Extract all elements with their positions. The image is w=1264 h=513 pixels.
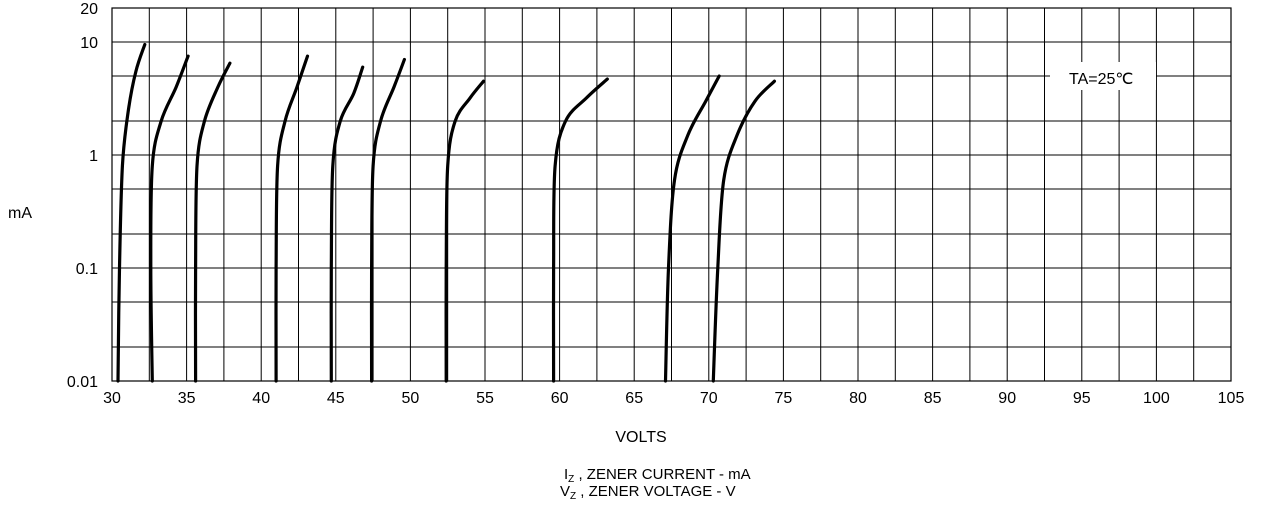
caption-current-symbol: I	[564, 466, 569, 483]
x-tick-label: 105	[1218, 390, 1245, 407]
y-tick-label: 1	[89, 148, 98, 165]
zener-curve-10	[711, 79, 776, 383]
x-tick-label: 80	[849, 390, 867, 407]
zener-curve-4	[274, 54, 310, 383]
x-tick-label: 65	[625, 390, 643, 407]
x-tick-label: 100	[1143, 390, 1170, 407]
caption-voltage: VZ , ZENER VOLTAGE - V	[560, 483, 736, 505]
x-tick-label: 55	[476, 390, 494, 407]
plot-frame	[111, 7, 1232, 382]
x-tick-label: 75	[775, 390, 793, 407]
zener-curve-2	[149, 54, 190, 383]
caption-current: IZ , ZENER CURRENT - mA	[564, 466, 751, 488]
zener-curve-5	[329, 65, 365, 383]
x-tick-label: 30	[103, 390, 121, 407]
caption-voltage-subscript: Z	[570, 491, 577, 502]
y-tick-label: 10	[80, 35, 98, 52]
zener-curve-9	[663, 74, 721, 383]
x-tick-label: 35	[178, 390, 196, 407]
x-axis-label: VOLTS	[615, 429, 666, 446]
y-tick-label: 20	[80, 1, 98, 18]
x-tick-label: 95	[1073, 390, 1091, 407]
temperature-annotation: TA=25℃	[1069, 71, 1133, 88]
zener-curve-6	[369, 57, 406, 383]
x-tick-label: 50	[402, 390, 420, 407]
series-curves	[116, 42, 776, 383]
y-axis-label: mA	[8, 205, 32, 222]
y-tick-label: 0.01	[67, 374, 98, 391]
tick-labels: 30 35 40 45 50 55 60 65 70 75 80 85 90 95 100 105 0.01 0.…	[67, 1, 1245, 407]
caption-voltage-text: , ZENER VOLTAGE - V	[576, 483, 736, 500]
grid	[111, 7, 1232, 382]
y-tick-label: 0.1	[76, 261, 98, 278]
zener-curve-7	[444, 79, 486, 383]
zener-curve-8	[551, 77, 609, 383]
x-tick-label: 85	[924, 390, 942, 407]
x-tick-label: 45	[327, 390, 345, 407]
x-tick-label: 60	[551, 390, 569, 407]
caption-current-text: , ZENER CURRENT - mA	[574, 466, 751, 483]
caption-voltage-symbol: V	[560, 483, 571, 500]
x-tick-label: 90	[998, 390, 1016, 407]
x-tick-label: 70	[700, 390, 718, 407]
zener-curve-1	[116, 42, 147, 383]
x-tick-label: 40	[252, 390, 270, 407]
annotation-box	[1050, 62, 1156, 90]
caption-current-subscript: Z	[568, 474, 575, 485]
zener-curve-3	[193, 61, 232, 383]
